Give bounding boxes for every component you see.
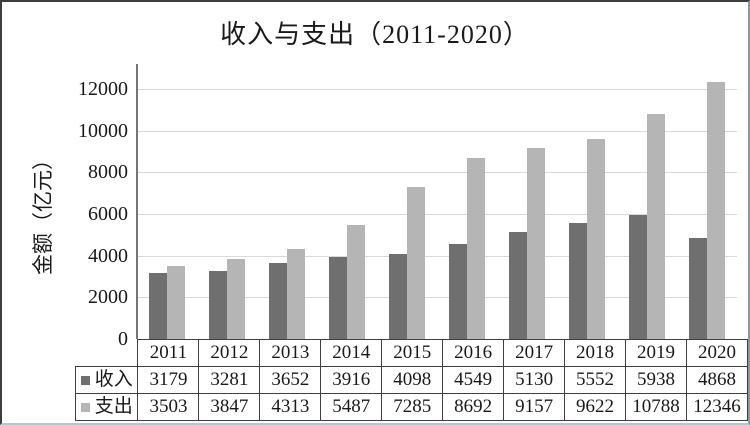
y-tick-label-10000: 10000 <box>78 119 128 142</box>
year-cell-2013: 2013 <box>259 339 322 367</box>
table-corner-blank <box>76 340 138 367</box>
value-cell-income-2019: 5938 <box>624 366 687 394</box>
legend-label-income: 收入 <box>94 369 133 390</box>
value-cell-income-2020: 4868 <box>685 366 748 394</box>
bar-expense-2016 <box>467 158 485 339</box>
value-cell-expense-2017: 9157 <box>503 393 566 421</box>
bar-expense-2012 <box>227 259 245 339</box>
gridline-12000 <box>138 89 737 90</box>
chart-title: 收入与支出（2011-2020） <box>220 20 530 49</box>
table-row-years: 2011 2012 2013 2014 2015 2016 2017 2018 2019 2020 <box>76 339 748 367</box>
y-tick-label-0: 0 <box>118 328 128 350</box>
y-tick-label-12000: 12000 <box>78 78 128 100</box>
bar-expense-2020 <box>707 82 725 339</box>
value-cell-income-2016: 4549 <box>442 366 505 394</box>
bar-income-2016 <box>449 244 467 339</box>
bar-expense-2013 <box>287 249 305 339</box>
year-cell-2016: 2016 <box>442 339 505 367</box>
value-cell-expense-2018: 9622 <box>564 393 626 421</box>
legend-marker-income-icon <box>80 376 90 385</box>
bar-income-2020 <box>689 238 707 339</box>
bar-expense-2015 <box>407 187 425 339</box>
data-table: 2011 2012 2013 2014 2015 2016 2017 2018 2019 2020… <box>74 339 748 421</box>
value-cell-expense-2019: 10788 <box>624 393 687 421</box>
value-cell-income-2014: 3916 <box>320 366 383 394</box>
y-tick-label-4000: 4000 <box>88 244 128 267</box>
legend-marker-expense-icon <box>80 403 90 412</box>
value-cell-income-2011: 3179 <box>137 366 200 394</box>
bar-expense-2017 <box>527 148 545 339</box>
year-cell-2014: 2014 <box>320 339 383 367</box>
gridline-8000 <box>138 172 737 174</box>
bar-expense-2018 <box>587 139 605 339</box>
gridline-4000 <box>138 255 737 257</box>
bar-income-2019 <box>629 215 647 339</box>
year-cell-2020: 2020 <box>685 339 748 367</box>
value-cell-expense-2015: 7285 <box>381 393 444 421</box>
value-cell-expense-2014: 5487 <box>320 393 383 421</box>
bar-income-2018 <box>569 223 587 339</box>
bar-income-2011 <box>149 273 167 339</box>
y-tick-label-2000: 2000 <box>88 286 128 309</box>
value-cell-income-2018: 5552 <box>564 366 626 394</box>
y-axis-line <box>136 64 138 339</box>
legend-label-expense: 支出 <box>94 396 133 417</box>
year-cell-2019: 2019 <box>624 339 687 367</box>
legend-cell-income: 收入 <box>74 366 139 394</box>
table-row-expense: 支出 3503 3847 4313 5487 7285 8692 9157 9622 10788 1… <box>74 393 748 421</box>
gridline-10000 <box>138 130 737 132</box>
bar-expense-2014 <box>347 225 365 339</box>
bar-expense-2019 <box>647 114 665 339</box>
value-cell-income-2017: 5130 <box>503 366 566 394</box>
y-tick-label-6000: 6000 <box>88 203 128 225</box>
value-cell-expense-2020: 12346 <box>685 393 748 421</box>
value-cell-income-2013: 3652 <box>259 366 322 394</box>
bar-income-2015 <box>389 254 407 339</box>
bar-income-2012 <box>209 271 227 339</box>
year-cell-2012: 2012 <box>198 339 261 367</box>
value-cell-income-2015: 4098 <box>381 366 444 394</box>
table-row-income: 收入 3179 3281 3652 3916 4098 4549 5130 5552 5938 48… <box>74 366 748 394</box>
value-cell-expense-2012: 3847 <box>198 393 261 421</box>
year-cell-2015: 2015 <box>381 339 444 367</box>
bar-income-2013 <box>269 263 287 339</box>
legend-cell-expense: 支出 <box>74 393 139 421</box>
bar-income-2014 <box>329 257 347 339</box>
year-cell-2018: 2018 <box>564 339 626 367</box>
gridline-6000 <box>138 214 737 215</box>
value-cell-income-2012: 3281 <box>198 366 261 394</box>
year-cell-2017: 2017 <box>503 339 566 367</box>
year-cell-2011: 2011 <box>137 339 200 367</box>
value-cell-expense-2016: 8692 <box>442 393 505 421</box>
value-cell-expense-2011: 3503 <box>137 393 200 421</box>
bar-income-2017 <box>509 232 527 339</box>
value-cell-expense-2013: 4313 <box>259 393 322 421</box>
gridline-2000 <box>138 297 737 299</box>
bar-expense-2011 <box>167 266 185 339</box>
y-tick-label-8000: 8000 <box>88 161 128 184</box>
